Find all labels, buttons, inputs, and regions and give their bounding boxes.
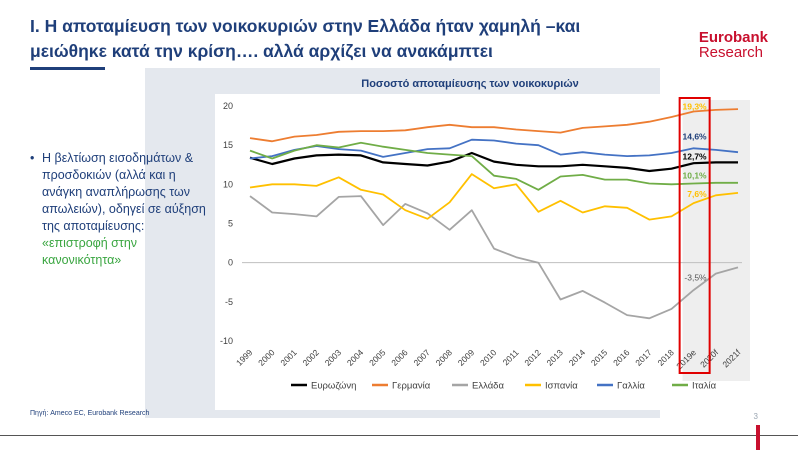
annotation-label: 12,7% <box>683 152 708 162</box>
slide-title: I. Η αποταμίευση των νοικοκυριών στην Ελ… <box>30 16 581 61</box>
x-tick-label: 2009 <box>456 347 477 368</box>
legend-label: Ιταλία <box>692 381 717 392</box>
title-underline <box>30 67 105 70</box>
forecast-shading <box>682 100 750 381</box>
y-tick-label: 20 <box>223 101 233 111</box>
y-tick-label: -5 <box>225 297 233 307</box>
y-tick-label: 15 <box>223 140 233 150</box>
annotation-label: 7,6% <box>687 189 707 199</box>
series-line-Γαλλία <box>249 138 739 160</box>
series-line-Ιταλία <box>249 141 738 191</box>
logo-text-eurobank: Eurobank <box>698 29 768 46</box>
legend-label: Ελλάδα <box>472 381 504 392</box>
legend-label: Γερμανία <box>392 381 431 392</box>
x-tick-label: 2003 <box>323 347 344 368</box>
x-tick-label: 2006 <box>389 347 410 368</box>
x-tick-label: 2016 <box>611 347 632 368</box>
x-tick-label: 2017 <box>633 347 654 368</box>
legend-label: Ευρωζώνη <box>311 381 356 392</box>
x-tick-label: 1999 <box>234 347 255 368</box>
bullet-text: Η βελτίωση εισοδημάτων & προσδοκιών (αλλ… <box>42 151 206 233</box>
series-line-Ισπανία <box>249 173 739 221</box>
legend-label: Ισπανία <box>545 381 578 392</box>
series-line-Ευρωζώνη <box>249 151 738 173</box>
chart-plot-box <box>215 94 759 410</box>
x-tick-label: 2005 <box>367 347 388 368</box>
page-number: 3 <box>753 412 758 421</box>
series-line-Γερμανία <box>249 108 739 143</box>
eurobank-logo: Eurobank Research <box>699 30 768 60</box>
annotation-label: -3,5% <box>684 272 707 282</box>
y-tick-label: 0 <box>228 258 233 268</box>
source-note: Πηγή: Ameco EC, Eurobank Research <box>30 410 150 417</box>
annotation-label: 14,6% <box>683 131 708 141</box>
bullet-list: • Η βελτίωση εισοδημάτων & προσδοκιών (α… <box>30 150 210 269</box>
x-tick-label: 2008 <box>434 347 455 368</box>
bullet-highlight: «επιστροφή στην κανονικότητα» <box>42 236 138 267</box>
x-tick-label: 2015 <box>589 347 610 368</box>
x-tick-label: 2010 <box>478 347 499 368</box>
chart-title: Ποσοστό αποταμίευσης των νοικοκυριών <box>361 78 579 90</box>
x-tick-label: 2001 <box>278 347 299 368</box>
bullet-dot-icon: • <box>30 151 35 165</box>
x-tick-label: 2013 <box>545 347 566 368</box>
legend-label: Γαλλία <box>617 381 645 392</box>
annotation-label: 10,1% <box>683 170 708 180</box>
logo-text-research: Research <box>698 44 764 61</box>
x-tick-label: 2007 <box>411 347 432 368</box>
x-tick-label: 2004 <box>345 347 366 368</box>
x-tick-label: 2012 <box>522 347 543 368</box>
bullet-item: • Η βελτίωση εισοδημάτων & προσδοκιών (α… <box>30 150 210 269</box>
x-tick-label: 2002 <box>301 347 322 368</box>
footer-red-accent <box>756 425 760 450</box>
annotation-label: 19,3% <box>683 101 708 111</box>
y-tick-label: 5 <box>228 219 233 229</box>
y-tick-label: -10 <box>220 336 233 346</box>
x-tick-label: 2011 <box>501 347 521 367</box>
footer-divider <box>0 435 798 436</box>
x-tick-label: 2000 <box>256 347 277 368</box>
series-line-Ελλάδα <box>249 195 739 320</box>
y-tick-label: 10 <box>223 179 233 189</box>
x-tick-label: 2018 <box>655 347 676 368</box>
x-tick-label: 2014 <box>567 347 588 368</box>
highlight-box-2019e <box>678 97 711 374</box>
